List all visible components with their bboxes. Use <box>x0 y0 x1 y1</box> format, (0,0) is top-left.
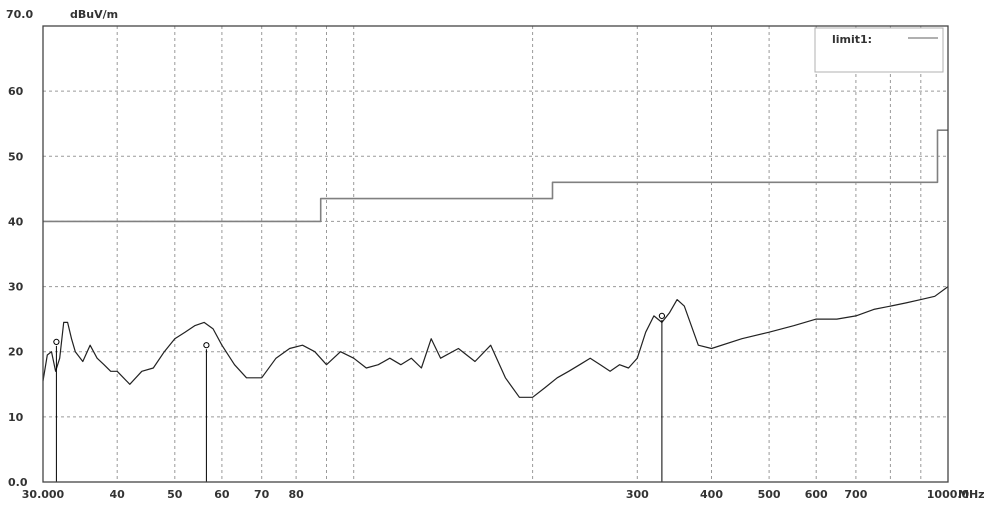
y-tick-label: 50 <box>8 150 24 163</box>
x-tick-label: 500 <box>758 488 781 501</box>
plot-frame <box>42 25 949 483</box>
x-tick-label: 300 <box>626 488 649 501</box>
y-tick-label: 30 <box>8 281 24 294</box>
y-tick-label: 60 <box>8 85 24 98</box>
marker-point <box>203 342 210 349</box>
x-axis-unit: MHz <box>958 488 985 501</box>
marker-point <box>658 312 666 319</box>
y-tick-label: 20 <box>8 346 24 359</box>
x-tick-label: 400 <box>700 488 723 501</box>
legend: limit1: <box>814 27 944 73</box>
y-tick-label: 0.0 <box>8 476 28 489</box>
x-tick-label: 60 <box>214 488 230 501</box>
y-tick-label: 40 <box>8 215 24 228</box>
limit-line <box>43 129 948 223</box>
markers-layer <box>53 312 666 482</box>
x-tick-label: 1000.0 <box>927 488 970 501</box>
y-axis-unit: dBuV/m <box>70 8 118 21</box>
marker-point <box>53 338 60 345</box>
tick-labels: 0.0 10 20 30 40 50 60 30.000 40 50 60 70 80 300 400 500… <box>8 85 970 501</box>
legend-box <box>814 27 944 73</box>
x-tick-label: 700 <box>844 488 867 501</box>
x-tick-label: 40 <box>110 488 126 501</box>
x-tick-label: 600 <box>805 488 828 501</box>
x-tick-label: 80 <box>288 488 304 501</box>
y-axis-top-label: 70.0 <box>6 8 33 21</box>
x-tick-label: 70 <box>254 488 270 501</box>
grid-lines <box>43 26 948 482</box>
legend-label-limit1: limit1: <box>832 33 872 46</box>
y-tick-label: 10 <box>8 411 24 424</box>
x-tick-label: 50 <box>167 488 183 501</box>
series-layer <box>42 129 949 398</box>
measurement-trace <box>42 286 949 398</box>
x-tick-label: 30.000 <box>22 488 65 501</box>
